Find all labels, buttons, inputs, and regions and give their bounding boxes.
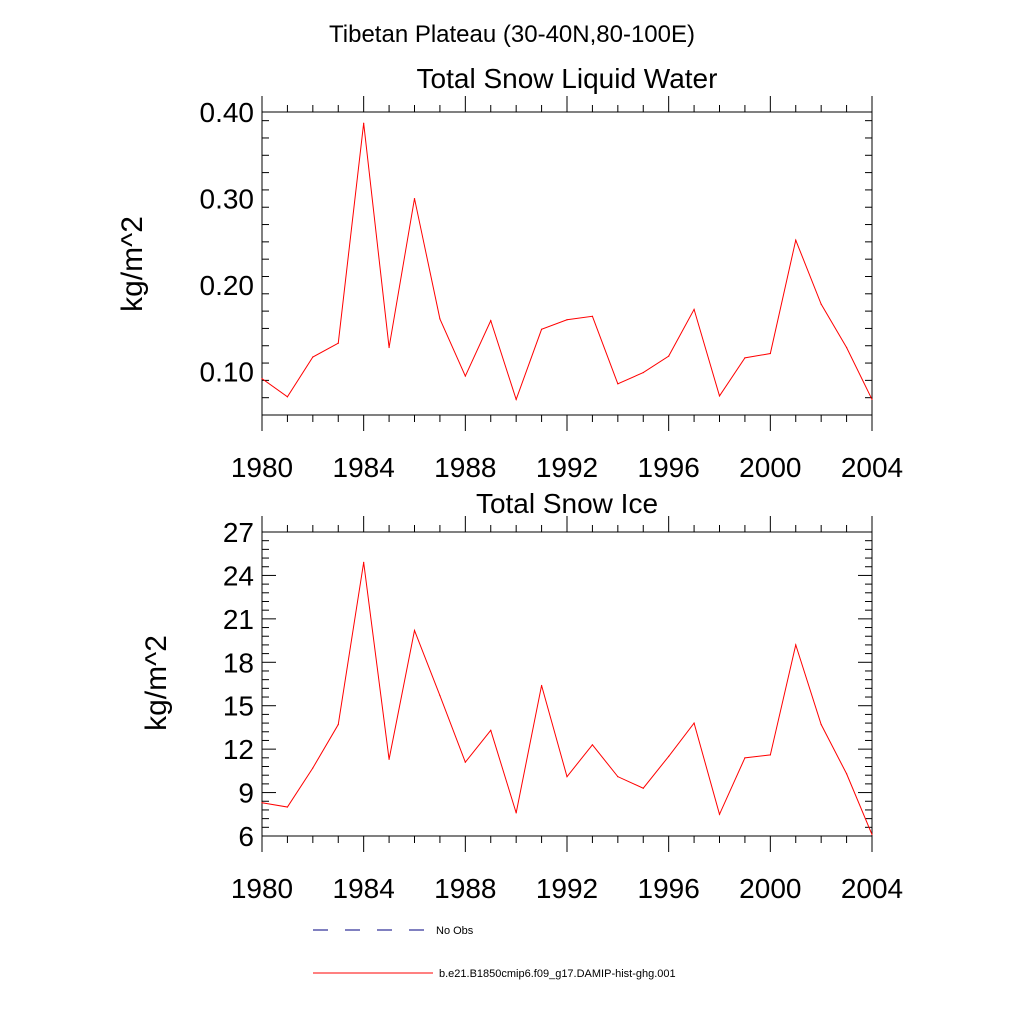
data-point	[718, 395, 721, 397]
data-point	[388, 346, 390, 349]
data-point	[540, 328, 543, 330]
y-tick-label: 15	[223, 691, 254, 722]
legend-label-model-run: b.e21.B1850cmip6.f09_g17.DAMIP-hist-ghg.…	[439, 968, 676, 980]
data-point	[871, 833, 873, 836]
y-tick-label: 12	[223, 734, 254, 765]
data-point	[363, 122, 365, 124]
data-point	[286, 806, 289, 808]
data-point	[261, 378, 263, 380]
data-point	[363, 561, 365, 564]
x-tick-label: 1996	[638, 452, 700, 483]
data-point	[718, 813, 721, 815]
data-point	[795, 239, 797, 241]
data-point	[515, 398, 517, 401]
x-tick-label: 2004	[841, 452, 903, 483]
legend-entry-no-obs: No Obs	[313, 925, 474, 937]
x-tick-label: 1984	[333, 873, 395, 904]
data-point	[439, 318, 441, 320]
x-tick-label: 1988	[434, 873, 496, 904]
snow-ice-panel: Total Snow Ice kg/m^2 1980 1984 1988 1992 19…	[140, 488, 903, 904]
y-tick-label: 27	[223, 517, 254, 548]
x-tick-label: 1980	[231, 873, 293, 904]
y-axis-label-snow-ice: kg/m^2	[140, 635, 173, 731]
data-point	[795, 644, 797, 646]
snow-liquid-water-panel: Total Snow Liquid Water kg/m^2 1980 1984 1…	[116, 63, 903, 483]
figure-supertitle: Tibetan Plateau (30-40N,80-100E)	[329, 21, 695, 48]
data-point	[668, 755, 670, 757]
legend: No Obs b.e21.B1850cmip6.f09_g17.DAMIP-hi…	[313, 925, 676, 980]
x-tick-label: 2000	[739, 452, 801, 483]
data-point	[566, 776, 568, 778]
legend-entry-model-run: b.e21.B1850cmip6.f09_g17.DAMIP-hist-ghg.…	[313, 968, 676, 980]
data-point	[693, 722, 695, 724]
data-point	[566, 319, 568, 321]
data-point	[642, 371, 644, 374]
data-point	[490, 320, 492, 322]
data-point	[668, 355, 670, 357]
data-point	[413, 629, 416, 632]
data-point	[540, 684, 543, 687]
legend-label-no-obs: No Obs	[436, 925, 474, 937]
y-tick-label: 21	[223, 604, 254, 635]
series-line	[261, 123, 873, 401]
x-tick-label: 1996	[638, 873, 700, 904]
data-point	[337, 342, 339, 344]
data-point	[769, 352, 771, 355]
y-tick-label: 9	[238, 778, 254, 809]
y-tick-label: 0.40	[200, 97, 255, 128]
panel-title-snow-ice: Total Snow Ice	[476, 488, 658, 519]
data-point	[388, 758, 390, 760]
data-point	[312, 356, 314, 358]
data-point	[820, 303, 822, 305]
data-point	[642, 787, 644, 789]
data-point	[515, 812, 517, 814]
plot-frame	[261, 531, 873, 837]
data-point	[413, 197, 416, 200]
y-tick-label: 18	[223, 647, 254, 678]
data-point	[286, 396, 289, 398]
x-tick-label: 2000	[739, 873, 801, 904]
data-point	[464, 761, 466, 763]
x-tick-label: 1988	[434, 452, 496, 483]
data-point	[439, 694, 441, 697]
plot-frame	[261, 111, 873, 416]
data-point	[744, 357, 746, 359]
data-point	[845, 773, 848, 775]
x-tick-label: 2004	[841, 873, 903, 904]
data-point	[744, 757, 746, 759]
data-point	[845, 346, 848, 349]
x-tick-label: 1992	[536, 452, 598, 483]
data-point	[591, 315, 594, 317]
x-tick-label: 1980	[231, 452, 293, 483]
data-point	[261, 802, 263, 804]
y-tick-label: 0.10	[200, 357, 255, 388]
y-tick-label: 0.20	[200, 270, 255, 301]
y-tick-label: 6	[238, 821, 254, 852]
data-point	[464, 375, 466, 377]
data-point	[693, 308, 695, 310]
data-point	[337, 723, 339, 726]
data-point	[617, 776, 619, 778]
series-line	[261, 562, 873, 835]
x-tick-label: 1984	[333, 452, 395, 483]
data-point	[617, 383, 619, 385]
data-point	[312, 767, 314, 769]
y-tick-label: 24	[223, 560, 254, 591]
y-tick-label: 0.30	[200, 184, 255, 215]
data-point	[871, 398, 873, 401]
y-axis-label-liquid-water: kg/m^2	[116, 216, 149, 312]
panel-title-liquid-water: Total Snow Liquid Water	[417, 63, 718, 94]
x-tick-label: 1992	[536, 873, 598, 904]
data-point	[769, 754, 771, 756]
data-point	[591, 744, 594, 746]
data-point	[820, 723, 822, 726]
data-point	[490, 729, 492, 731]
